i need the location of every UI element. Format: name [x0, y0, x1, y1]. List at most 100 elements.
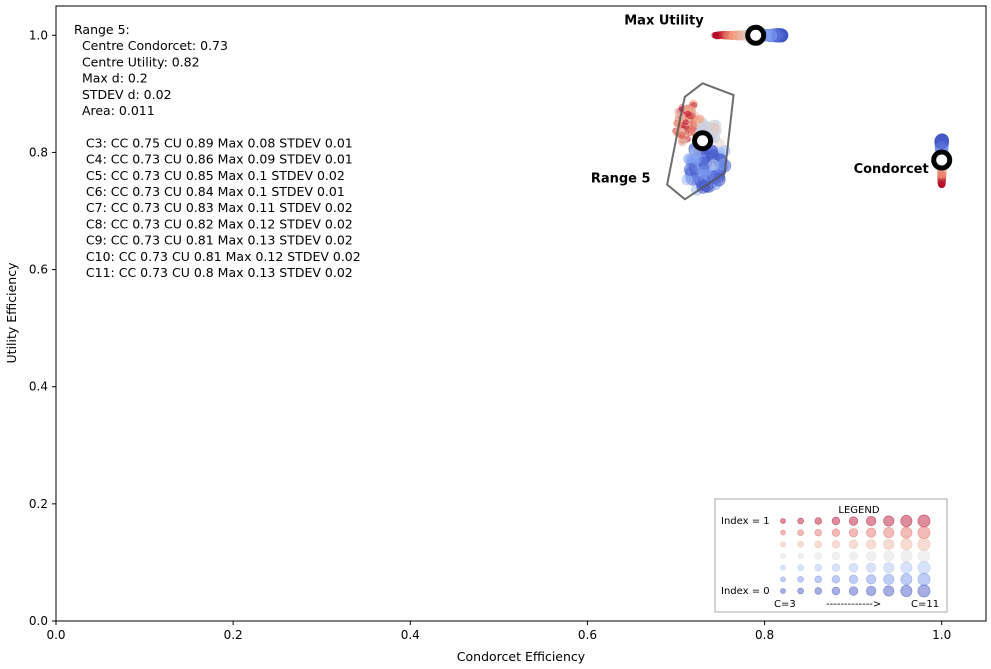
data-point	[938, 181, 946, 188]
legend-dot	[866, 574, 877, 585]
info-line: Max d: 0.2	[74, 71, 148, 86]
legend-dot	[797, 541, 804, 548]
annotation-max-utility: Max Utility	[624, 13, 704, 28]
legend-dot	[900, 538, 913, 551]
legend-dot	[900, 526, 913, 539]
info-line: C7: CC 0.73 CU 0.83 Max 0.11 STDEV 0.02	[74, 200, 353, 215]
data-point	[934, 135, 949, 150]
y-tick-label: 1.0	[29, 28, 48, 42]
legend-dot	[866, 515, 877, 527]
y-axis: 0.0 0.2 0.4 0.6 0.8 1.0	[29, 28, 56, 628]
data-point	[683, 163, 697, 177]
legend-dot	[883, 515, 895, 527]
data-point	[718, 158, 730, 171]
legend-dot	[831, 575, 841, 584]
info-text-block: Range 5: Centre Condorcet: 0.73 Centre U…	[74, 22, 361, 280]
data-point	[688, 125, 696, 134]
x-tick-label: 1.0	[932, 628, 951, 642]
legend-dot	[814, 552, 822, 560]
legend-dot	[883, 585, 895, 597]
info-line: Centre Utility: 0.82	[74, 54, 200, 69]
legend-dot	[917, 549, 931, 563]
legend-dot	[866, 527, 877, 538]
legend-dot	[883, 573, 895, 585]
legend-top-label: Index = 1	[721, 516, 770, 527]
data-point	[712, 125, 722, 135]
legend-dot	[917, 514, 931, 528]
legend-dot	[814, 528, 822, 537]
legend: LEGEND Index = 1 Index = 0 C=3 ---------…	[714, 498, 948, 613]
x-tick-label: 0.0	[46, 628, 65, 642]
data-point	[714, 138, 725, 148]
info-line: C6: CC 0.73 CU 0.84 Max 0.1 STDEV 0.01	[74, 184, 345, 199]
legend-dot	[780, 588, 786, 594]
legend-dot	[866, 585, 877, 597]
reference-marker	[931, 149, 953, 171]
legend-dot	[900, 585, 913, 597]
legend-dot	[797, 587, 804, 595]
legend-dot	[814, 587, 822, 595]
reference-marker	[745, 24, 767, 46]
legend-dot	[848, 551, 859, 561]
legend-dot	[780, 553, 786, 559]
legend-dot	[900, 573, 913, 586]
y-tick-label: 0.4	[29, 380, 48, 394]
y-tick-label: 0.8	[29, 145, 48, 159]
plot-frame	[55, 5, 987, 622]
data-point	[678, 137, 687, 147]
data-point	[685, 110, 691, 117]
data-point	[678, 131, 686, 139]
data-point	[733, 31, 742, 40]
legend-dot	[831, 563, 841, 572]
legend-title: LEGEND	[838, 505, 879, 516]
data-point	[708, 159, 719, 171]
info-line: C9: CC 0.73 CU 0.81 Max 0.13 STDEV 0.02	[74, 233, 353, 248]
legend-dot	[814, 563, 822, 572]
data-point	[937, 170, 946, 179]
legend-dot	[797, 552, 804, 560]
info-line: Area: 0.011	[74, 103, 155, 118]
x-tick-label: 0.2	[224, 628, 243, 642]
legend-box	[714, 498, 948, 613]
legend-dot	[831, 528, 841, 537]
legend-dot	[797, 517, 804, 525]
data-point	[764, 29, 778, 42]
annotation-range-5: Range 5	[591, 172, 651, 187]
legend-dot	[848, 528, 859, 538]
y-tick-label: 0.0	[29, 614, 48, 628]
info-line: Range 5:	[74, 22, 130, 37]
legend-dot	[866, 539, 877, 550]
info-line: Centre Condorcet: 0.73	[74, 38, 228, 53]
legend-dot	[900, 561, 913, 574]
legend-dot	[883, 538, 895, 550]
info-line: STDEV d: 0.02	[74, 87, 172, 102]
legend-bottom-label: Index = 0	[721, 586, 770, 597]
legend-dot	[831, 540, 841, 549]
reference-marker	[692, 130, 714, 152]
info-line: C3: CC 0.75 CU 0.89 Max 0.08 STDEV 0.01	[74, 135, 353, 150]
legend-dot	[883, 562, 895, 574]
legend-dot	[780, 576, 786, 583]
legend-dot	[831, 551, 841, 561]
data-point	[696, 115, 704, 124]
legend-dot	[917, 561, 931, 575]
legend-dot	[780, 518, 786, 524]
annotations: Max Utility Condorcet Range 5	[591, 13, 929, 186]
legend-arrow: ------------->	[826, 599, 881, 610]
legend-dot	[797, 564, 804, 571]
legend-dot	[831, 586, 841, 596]
y-axis-title: Utility Efficiency	[4, 262, 19, 364]
legend-c-end: C=11	[911, 599, 939, 610]
y-tick-label: 0.2	[29, 497, 48, 511]
legend-dot	[848, 539, 859, 549]
info-line: C5: CC 0.73 CU 0.85 Max 0.1 STDEV 0.02	[74, 168, 345, 183]
legend-dot	[917, 537, 931, 551]
reference-markers	[692, 24, 953, 171]
annotation-condorcet: Condorcet	[854, 162, 929, 177]
legend-dot	[814, 517, 822, 525]
x-axis-title: Condorcet Efficiency	[457, 649, 586, 664]
legend-dot	[848, 516, 859, 526]
legend-dot	[780, 529, 786, 536]
data-point	[689, 152, 702, 165]
